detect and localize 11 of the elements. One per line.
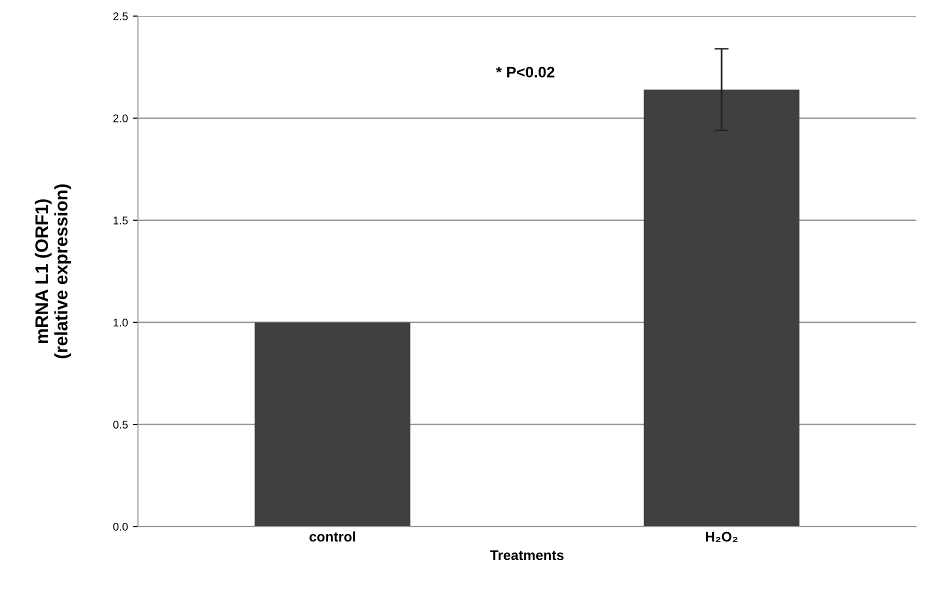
annotation: * P<0.02: [496, 66, 554, 78]
y-tick-label: 0.0: [113, 522, 128, 531]
x-tick-label: H₂O₂: [706, 532, 738, 542]
y-axis-title: mRNA L1 (ORF1) (relative expression): [34, 184, 72, 358]
y-tick-label: 2.5: [113, 12, 128, 20]
y-tick-label: 1.5: [114, 216, 128, 224]
x-axis-title: Treatments: [490, 550, 564, 560]
y-tick-label: 0.5: [113, 420, 128, 429]
y-tick-label: 1.0: [114, 318, 128, 327]
y-tick-label: 2.0: [113, 114, 128, 122]
x-tick-label: control: [310, 531, 356, 542]
